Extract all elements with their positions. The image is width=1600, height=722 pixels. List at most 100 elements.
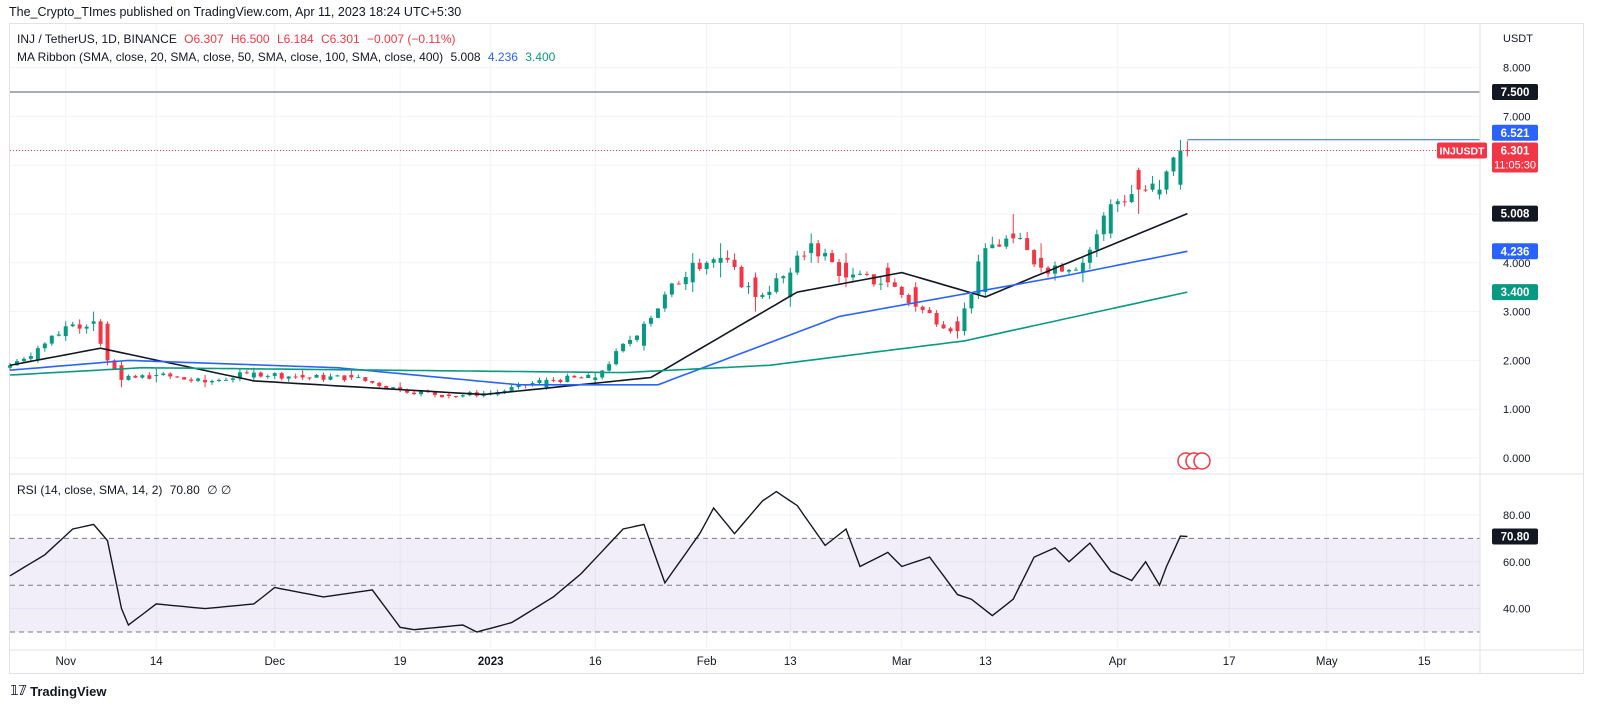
- chart-frame[interactable]: [9, 23, 1584, 674]
- candle-body: [857, 273, 862, 275]
- candle-body: [21, 358, 26, 362]
- time-tick-label: Dec: [265, 656, 286, 668]
- symbol-title: INJ / TetherUS, 1D, BINANCE: [17, 32, 177, 46]
- candle-body: [732, 259, 737, 267]
- candle-body: [335, 375, 340, 377]
- candle-body: [91, 321, 96, 324]
- candle-body: [662, 294, 667, 309]
- rsi-line: [9, 490, 1188, 633]
- candle-body: [391, 387, 396, 389]
- candle-body: [913, 287, 918, 307]
- candle-body: [1080, 262, 1085, 273]
- time-tick-label: 19: [394, 656, 407, 668]
- candle-body: [244, 372, 249, 374]
- candle-body: [168, 373, 173, 377]
- candle-body: [997, 244, 1002, 247]
- rsi-title: RSI (14, close, SMA, 14, 2): [17, 483, 163, 497]
- candle-body: [363, 377, 368, 382]
- candle-body: [1073, 269, 1078, 271]
- tradingview-brand[interactable]: 𝟙𝟟 TradingView: [10, 683, 106, 699]
- candle-body: [739, 266, 744, 288]
- candle-body: [105, 323, 110, 361]
- candle-body: [1011, 233, 1016, 239]
- ma50-label-bg: [1492, 243, 1538, 260]
- rsi-tick-label: 80.00: [1503, 510, 1531, 522]
- ma-ribbon-legend[interactable]: MA Ribbon (SMA, close, 20, SMA, close, 5…: [17, 50, 559, 64]
- candle-body: [439, 394, 444, 398]
- candle-body: [377, 382, 382, 387]
- candle-body: [899, 286, 904, 296]
- candle-body: [962, 308, 967, 332]
- candle-body: [398, 387, 403, 390]
- candle-body: [1150, 183, 1155, 190]
- candle-body: [641, 323, 646, 346]
- candle-body: [1157, 189, 1162, 195]
- candle-body: [1185, 150, 1190, 152]
- ma50-label: 4.236: [1492, 243, 1538, 260]
- candle-body: [746, 286, 751, 288]
- candle-body: [446, 394, 451, 397]
- time-tick-label: 15: [1418, 656, 1431, 668]
- candle-body: [837, 262, 842, 276]
- time-tick-label: 13: [979, 656, 992, 668]
- candle-body: [948, 328, 953, 332]
- price-tick-label: 0.000: [1503, 453, 1531, 465]
- ma20-line: [9, 212, 1188, 396]
- candle-body: [934, 313, 939, 325]
- candle-body: [342, 375, 347, 381]
- currency-label: USDT: [1503, 33, 1533, 45]
- candle-body: [955, 321, 960, 332]
- recent-high-label-text: 6.521: [1501, 128, 1530, 140]
- candle-body: [704, 262, 709, 269]
- candle-body: [648, 317, 653, 324]
- ma20-value: 5.008: [450, 50, 481, 64]
- candle-body: [906, 295, 911, 304]
- candle-body: [307, 377, 312, 379]
- ohlc-low: L6.184: [276, 32, 314, 46]
- candle-body: [809, 243, 814, 254]
- candle-body: [1164, 171, 1169, 190]
- candle-body: [669, 283, 674, 295]
- rsi-legend[interactable]: RSI (14, close, SMA, 14, 2) 70.80 ∅ ∅: [17, 483, 235, 497]
- time-tick-label: 2023: [478, 656, 504, 668]
- candle-body: [774, 278, 779, 292]
- candlestick-series: [8, 139, 1190, 399]
- ohlc-open: O6.307: [184, 32, 224, 46]
- time-tick-label: May: [1316, 656, 1338, 668]
- candle-body: [878, 283, 883, 285]
- candle-body: [655, 308, 660, 318]
- candle-body: [990, 244, 995, 249]
- time-tick-label: 16: [589, 656, 602, 668]
- candle-body: [14, 361, 19, 366]
- candle-body: [718, 257, 723, 263]
- candle-body: [84, 326, 89, 329]
- candle-body: [969, 294, 974, 309]
- rsi-tick-label: 60.00: [1503, 557, 1531, 569]
- candle-body: [816, 243, 821, 257]
- candle-body: [795, 255, 800, 273]
- candle-body: [614, 351, 619, 365]
- symbol-legend[interactable]: INJ / TetherUS, 1D, BINANCE O6.307 H6.50…: [17, 32, 460, 46]
- candle-body: [8, 365, 12, 368]
- candle-body: [98, 321, 103, 344]
- event-flag-circle: [1193, 452, 1211, 470]
- candle-body: [1039, 257, 1044, 268]
- candle-body: [1066, 269, 1071, 272]
- candle-body: [635, 335, 640, 340]
- candle-body: [258, 372, 263, 377]
- published-header: The_Crypto_TImes published on TradingVie…: [9, 5, 462, 19]
- last-price-label: 6.301 11:05:30: [1492, 142, 1538, 173]
- candle-body: [272, 373, 277, 376]
- candle-body: [28, 356, 33, 359]
- candle-body: [579, 377, 584, 379]
- candle-body: [760, 295, 765, 297]
- candle-body: [154, 375, 159, 377]
- candle-body: [1178, 150, 1183, 185]
- candle-body: [119, 365, 124, 380]
- candle-body: [565, 375, 570, 383]
- candle-body: [871, 274, 876, 285]
- price-tick-label: 2.000: [1503, 355, 1531, 367]
- candle-body: [1115, 201, 1120, 205]
- candle-body: [147, 375, 152, 379]
